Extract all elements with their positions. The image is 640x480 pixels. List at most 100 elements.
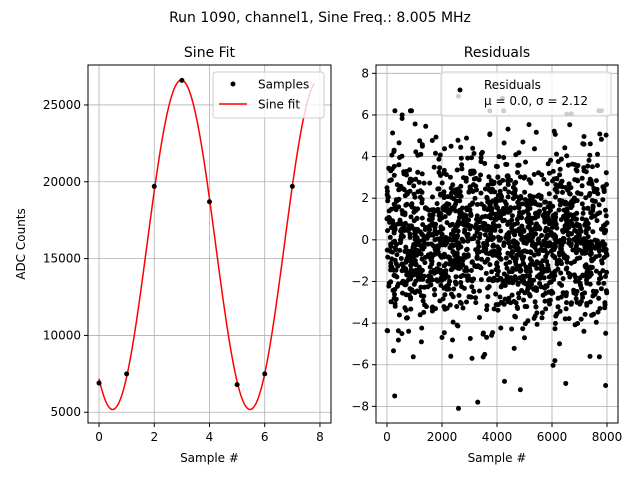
residual-point (486, 187, 492, 193)
residual-point (523, 159, 528, 165)
y-tick-label: 10000 (43, 328, 81, 342)
residual-point (457, 198, 463, 204)
residual-point (490, 198, 496, 204)
residual-point (457, 299, 463, 305)
residual-point (396, 196, 402, 202)
residual-point (572, 227, 578, 233)
residual-point (472, 263, 478, 269)
residual-point (505, 182, 511, 188)
residual-point (603, 213, 609, 219)
residual-point (579, 286, 584, 291)
residual-point (582, 311, 588, 317)
residual-point (415, 206, 421, 212)
residual-point (509, 213, 515, 219)
residual-point (472, 233, 478, 239)
residual-point (563, 293, 569, 299)
residual-point (482, 161, 488, 166)
residual-point (591, 311, 596, 317)
residual-point (432, 225, 438, 230)
residual-point (603, 383, 609, 389)
y-tick-label: −6 (351, 358, 369, 372)
residual-point (504, 265, 510, 271)
residual-point (395, 328, 401, 334)
residual-point (461, 222, 467, 228)
residual-point (443, 235, 449, 240)
residual-point (584, 220, 590, 226)
residual-point (555, 295, 561, 301)
residual-point (516, 204, 522, 210)
residual-point (542, 247, 548, 253)
residual-point (437, 217, 443, 223)
residual-point (471, 151, 477, 156)
residual-point (573, 278, 579, 284)
residual-point (418, 151, 424, 157)
residual-point (560, 276, 566, 282)
residual-point (587, 141, 593, 147)
residual-point (404, 315, 410, 321)
residual-point (564, 153, 570, 159)
residual-point (419, 142, 425, 148)
residual-point (574, 242, 580, 248)
residual-point (486, 284, 492, 290)
residual-point (552, 254, 557, 260)
residual-point (465, 155, 471, 161)
residual-point (439, 180, 445, 186)
residual-point (532, 146, 537, 152)
residual-point (388, 260, 394, 266)
residual-point (571, 272, 577, 278)
residual-point (408, 296, 414, 302)
residual-point (412, 121, 418, 127)
residual-point (393, 247, 399, 252)
residual-point (453, 264, 459, 270)
residual-point (598, 136, 604, 142)
residual-point (594, 163, 600, 168)
residual-point (442, 306, 448, 312)
residual-point (504, 236, 510, 242)
residual-point (546, 191, 552, 197)
residual-point (407, 254, 413, 260)
residual-point (446, 281, 452, 287)
residual-point (603, 170, 609, 176)
residual-point (512, 205, 517, 211)
y-tick-label: 15000 (43, 252, 81, 266)
residual-point (507, 259, 513, 265)
residual-point (577, 227, 583, 233)
residual-point (487, 262, 493, 268)
residual-point (478, 201, 484, 207)
residual-point (603, 330, 609, 336)
residual-point (482, 259, 488, 265)
residual-point (418, 284, 424, 290)
residual-point (454, 304, 460, 309)
residual-point (576, 247, 582, 253)
residual-point (573, 167, 579, 172)
x-tick-label: 8000 (592, 430, 623, 444)
residual-point (580, 241, 586, 247)
residual-point (553, 194, 558, 200)
residual-point (498, 212, 504, 218)
residual-point (554, 189, 560, 195)
y-tick-label: 2 (361, 191, 369, 205)
residual-point (468, 268, 474, 273)
residual-point (581, 141, 587, 147)
residual-point (485, 294, 491, 300)
residual-point (552, 358, 558, 364)
residual-point (533, 222, 539, 228)
residual-point (447, 174, 453, 180)
residual-point (525, 206, 531, 212)
residual-point (469, 236, 475, 242)
residual-point (580, 295, 586, 300)
residual-point (590, 293, 596, 299)
residual-point (443, 271, 449, 277)
sample-point (96, 380, 102, 386)
residual-point (399, 112, 405, 118)
residual-point (514, 247, 520, 253)
residual-point (465, 238, 471, 244)
residual-point (468, 211, 474, 217)
residual-point (423, 123, 429, 129)
residual-point (603, 207, 608, 213)
legend-samples-marker (230, 81, 236, 87)
residual-point (392, 393, 398, 399)
residual-point (475, 240, 481, 245)
residual-point (505, 219, 511, 225)
